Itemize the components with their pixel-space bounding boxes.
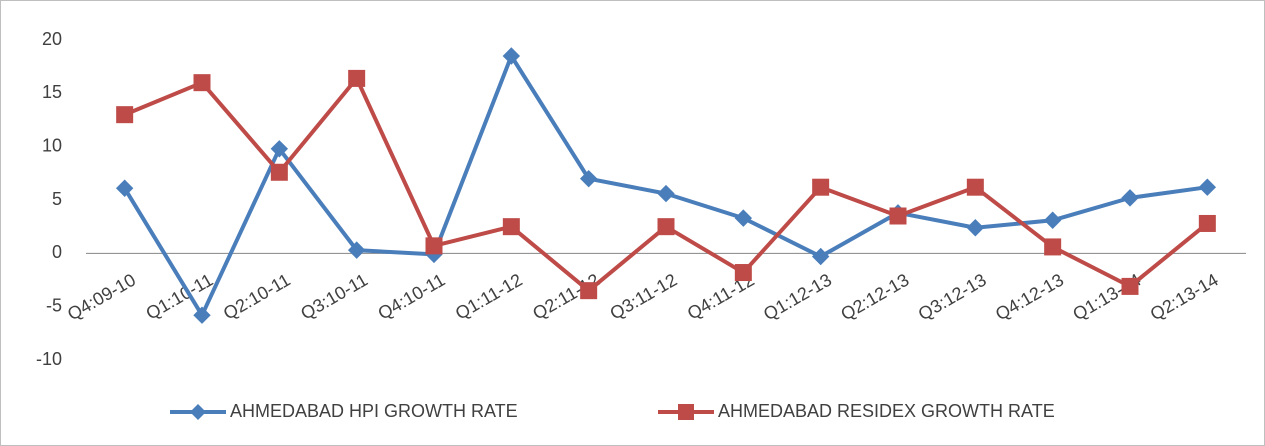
- line-marker: [811, 247, 830, 266]
- line-marker: [1121, 189, 1139, 207]
- y-tick-label: 10: [42, 135, 62, 155]
- line-marker: [734, 209, 753, 227]
- y-tick-label: 15: [42, 82, 62, 102]
- line-marker: [579, 169, 598, 188]
- line-marker: [348, 69, 366, 87]
- line-marker: [657, 218, 675, 236]
- line-marker: [116, 106, 134, 124]
- line-marker: [502, 47, 521, 65]
- line-marker: [502, 218, 520, 236]
- line-marker: [1121, 277, 1139, 295]
- y-tick-label: -5: [46, 295, 62, 315]
- legend-marker: [678, 404, 694, 420]
- line-marker: [347, 241, 366, 259]
- line-marker: [270, 140, 289, 158]
- legend-marker: [190, 404, 206, 420]
- legend-label: AHMEDABAD RESIDEX GROWTH RATE: [718, 401, 1055, 421]
- line-marker: [657, 184, 675, 203]
- line-marker: [580, 282, 598, 300]
- y-tick-label: 0: [52, 242, 62, 262]
- line-marker: [966, 219, 985, 237]
- legend-label: AHMEDABAD HPI GROWTH RATE: [230, 401, 518, 421]
- line-marker: [425, 237, 443, 255]
- line-marker: [1198, 178, 1217, 196]
- line-marker: [115, 179, 134, 197]
- line-marker: [270, 163, 288, 181]
- line-marker: [1043, 211, 1062, 229]
- line-marker: [1198, 214, 1216, 232]
- line-marker: [734, 264, 752, 282]
- y-tick-label: 5: [52, 189, 62, 209]
- y-tick-label: -10: [36, 349, 62, 369]
- line-marker: [966, 178, 984, 196]
- y-tick-label: 20: [42, 29, 62, 49]
- line-marker: [193, 74, 211, 92]
- line-marker: [812, 178, 830, 196]
- line-marker: [1044, 238, 1062, 256]
- line-marker: [889, 207, 907, 225]
- line-marker: [193, 306, 211, 324]
